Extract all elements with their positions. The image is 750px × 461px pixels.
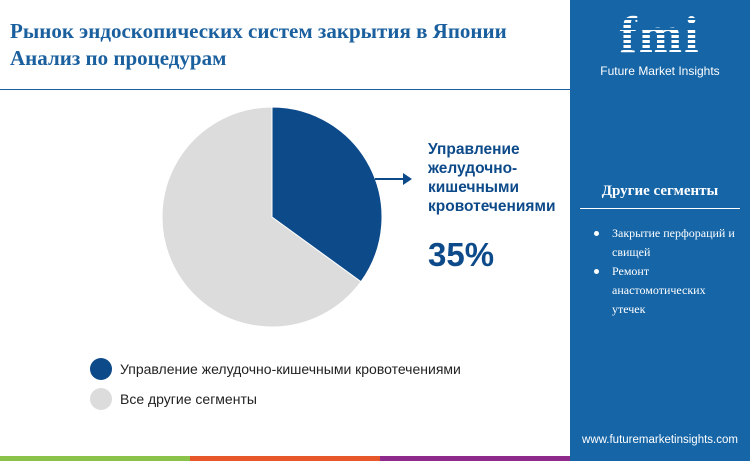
legend-label: Управление желудочно-кишечными кровотече… (120, 361, 461, 377)
legend-item-gi-bleeding: Управление желудочно-кишечными кровотече… (90, 358, 461, 380)
segment-item: Закрытие перфораций и свищей (594, 224, 742, 262)
callout-label: Управление желудочно-кишечными кровотече… (428, 141, 556, 215)
logo-mark: fmi (570, 10, 750, 62)
logo-text: Future Market Insights (600, 64, 720, 78)
pie-chart (161, 106, 412, 328)
pie-slice-0 (271, 106, 383, 283)
side-panel: fmi Future Market Insights Другие сегмен… (570, 0, 750, 461)
title-line-1: Рынок эндоскопических систем закрытия в … (10, 19, 507, 43)
panel-divider (580, 208, 740, 209)
divider (0, 89, 570, 90)
fmi-logo: fmi Future Market Insights (570, 10, 750, 79)
color-strip-orange (190, 456, 380, 461)
chart-title: Рынок эндоскопических систем закрытия в … (10, 18, 507, 72)
segment-item: Ремонт анастомотических утечек (594, 262, 742, 319)
color-strip-green (0, 456, 190, 461)
color-strip-purple (380, 456, 570, 461)
title-line-2: Анализ по процедурам (10, 46, 227, 70)
legend-label: Все другие сегменты (120, 391, 257, 407)
segment-list: Закрытие перфораций и свищей Ремонт анас… (594, 224, 742, 319)
website-link[interactable]: www.futuremarketinsights.com (582, 434, 738, 446)
legend-swatch (90, 388, 112, 410)
panel-heading: Другие сегменты (601, 183, 719, 199)
callout-arrow-icon (403, 173, 412, 185)
legend-item-other: Все другие сегменты (90, 388, 257, 410)
callout-value: 35% (428, 236, 495, 273)
legend-swatch (90, 358, 112, 380)
pie-slice-1 (161, 106, 362, 328)
